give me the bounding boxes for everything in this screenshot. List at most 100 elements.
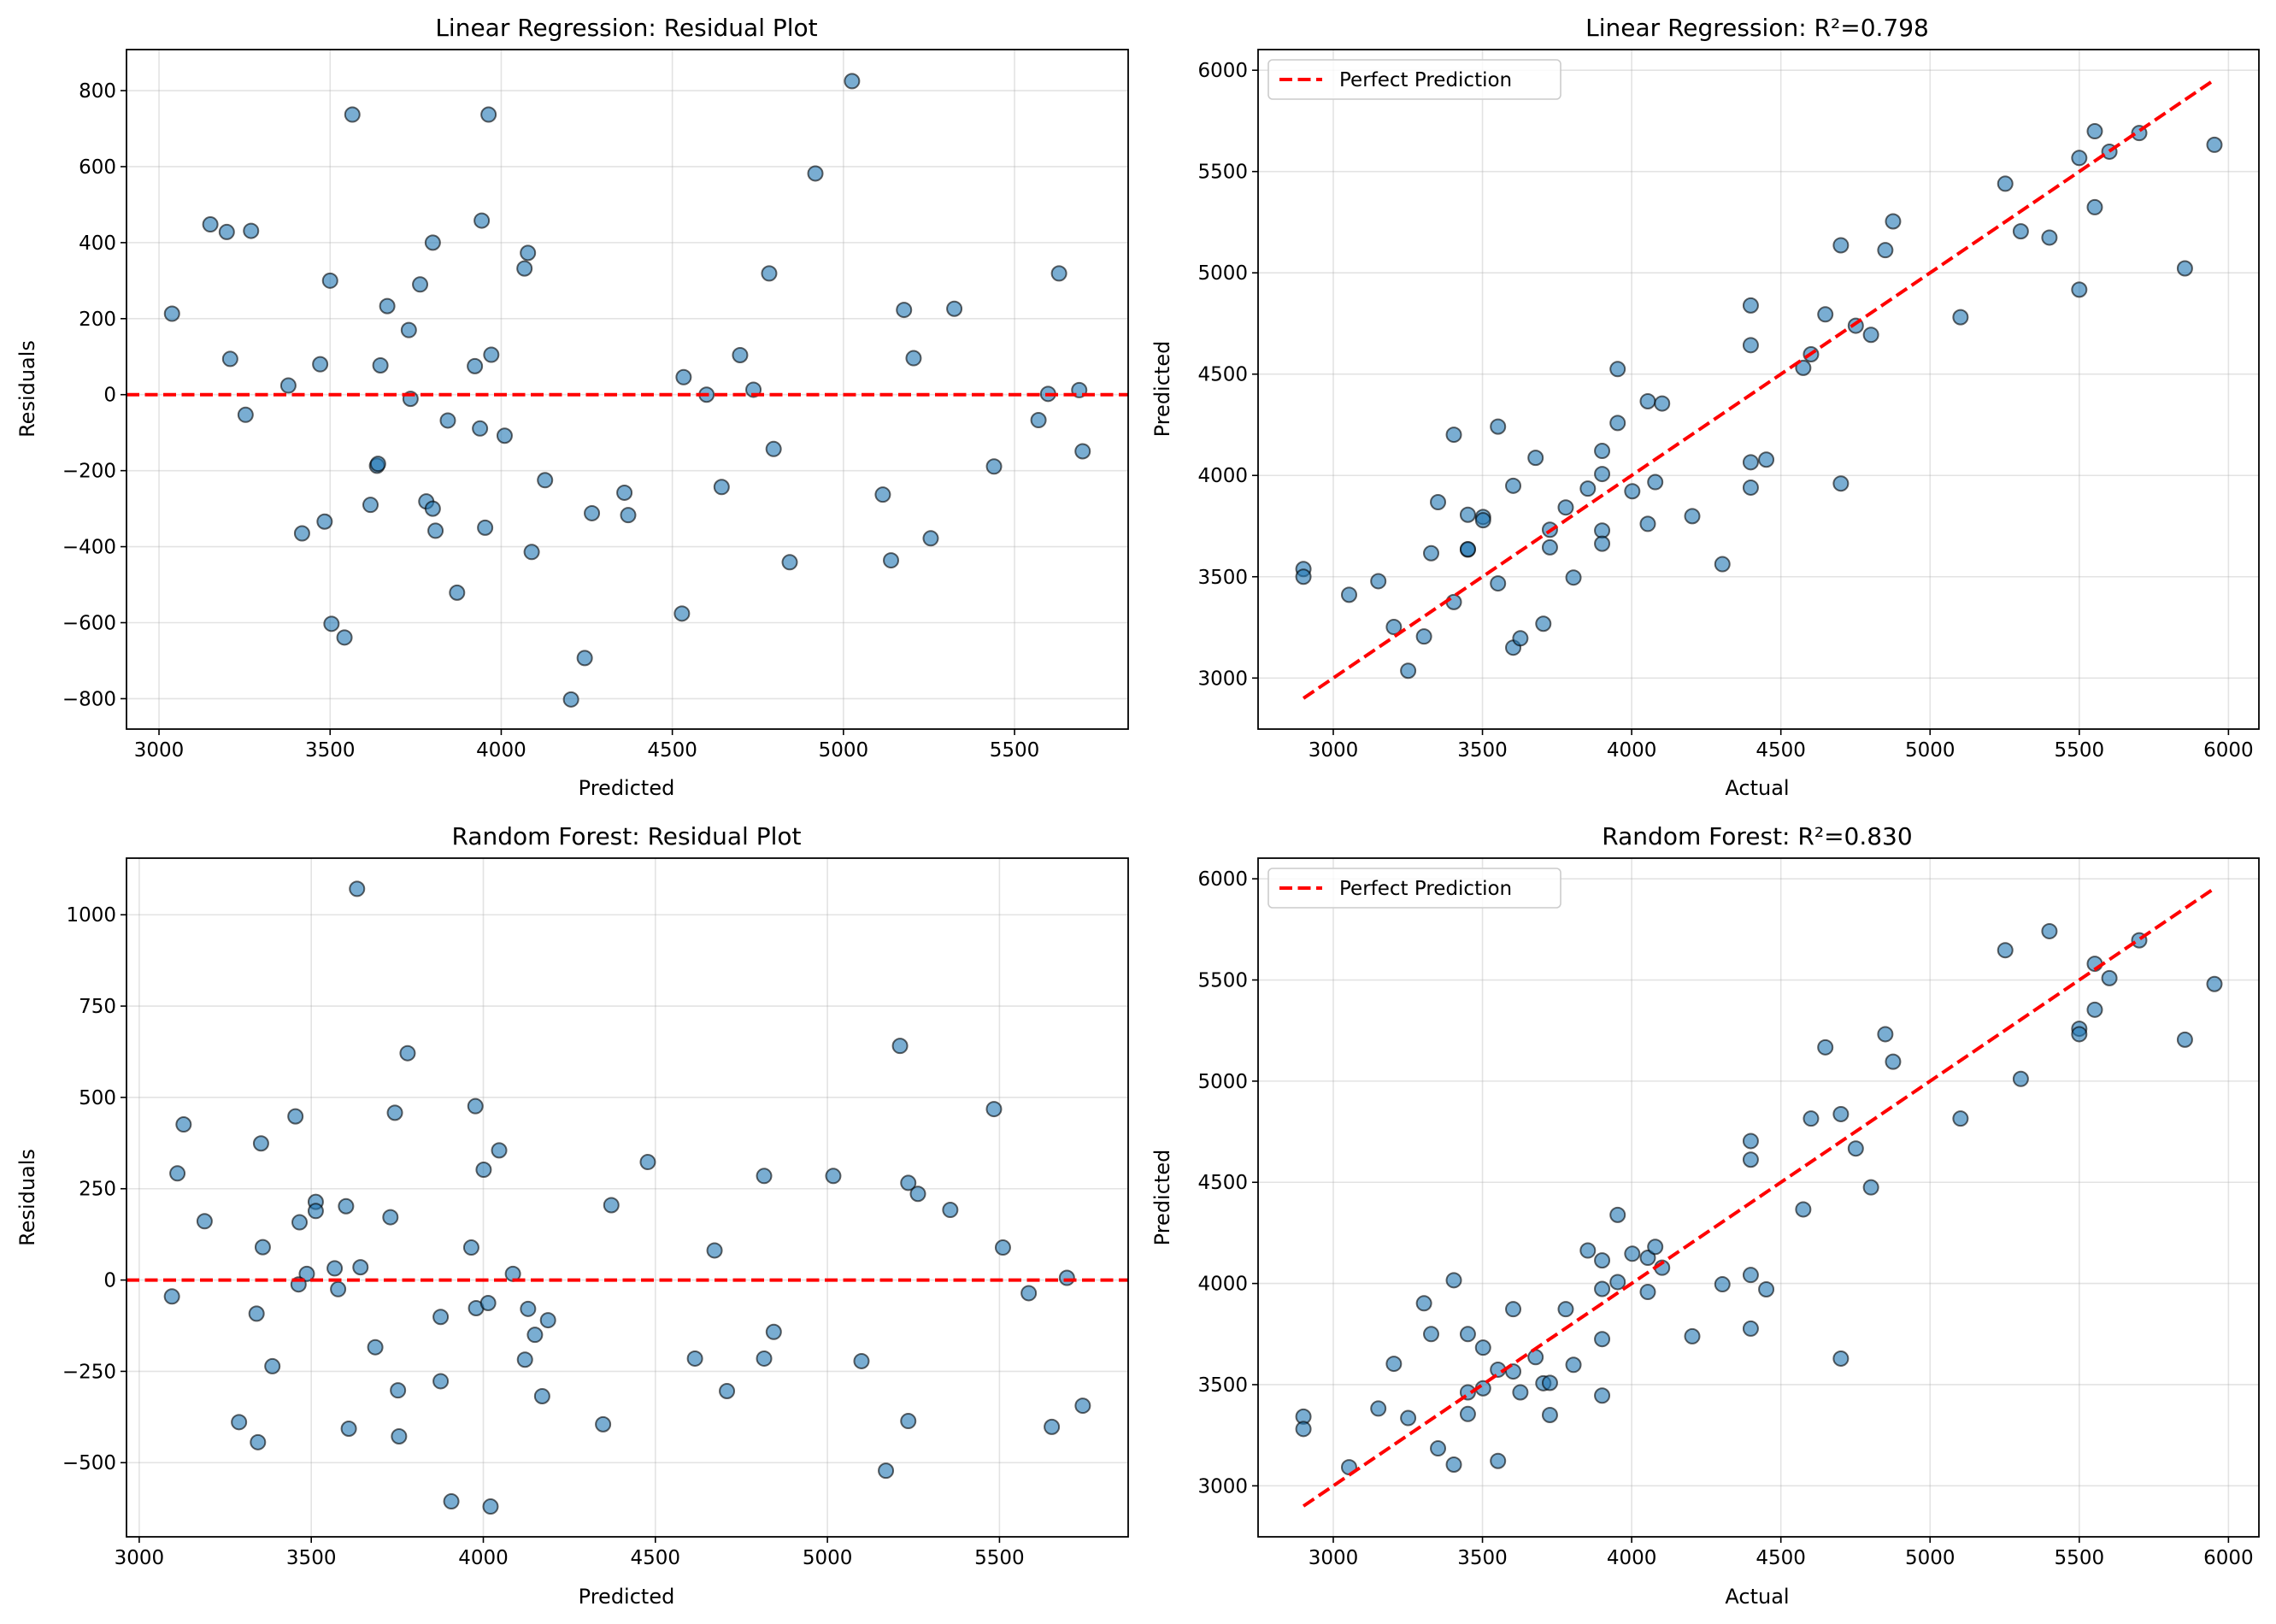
data-point (1684, 1327, 1701, 1345)
data-point (372, 356, 389, 374)
data-point (756, 1350, 773, 1367)
data-point (321, 272, 338, 289)
chart-title: Linear Regression: R²=0.798 (1585, 14, 1929, 42)
data-point (2071, 150, 2088, 167)
data-point (1535, 615, 1552, 633)
data-point (1030, 412, 1047, 429)
data-point (1742, 479, 1759, 496)
data-point (520, 1300, 537, 1317)
data-point (1565, 569, 1582, 586)
legend-label: Perfect Prediction (1339, 69, 1512, 91)
data-point (516, 1351, 533, 1368)
data-point (1459, 1405, 1476, 1422)
chart-title: Linear Regression: Residual Plot (435, 14, 817, 42)
data-point (254, 1239, 271, 1256)
data-point (1579, 480, 1597, 497)
data-point (386, 1104, 403, 1121)
y-axis-label: Predicted (1150, 341, 1174, 438)
data-point (1639, 1284, 1656, 1301)
x-tick-label: 4500 (631, 1547, 681, 1569)
data-point (1714, 556, 1731, 573)
data-point (1459, 541, 1476, 558)
data-point (1058, 1269, 1075, 1286)
data-point (367, 1339, 384, 1356)
y-tick-label: 5000 (1197, 1071, 1248, 1093)
data-point (1295, 568, 1312, 585)
data-point (1050, 265, 1067, 282)
data-point (382, 1209, 399, 1226)
data-point (1422, 544, 1439, 562)
data-point (424, 500, 441, 517)
x-axis-label: Predicted (579, 776, 675, 800)
data-point (584, 504, 601, 521)
data-point (985, 1101, 1003, 1118)
data-point (2176, 260, 2193, 277)
data-point (399, 1044, 416, 1062)
data-point (1647, 1239, 1664, 1256)
data-point (1445, 427, 1462, 444)
data-point (298, 1265, 315, 1282)
x-tick-label: 5500 (2055, 739, 2105, 762)
data-point (883, 552, 900, 569)
data-point (1795, 1201, 1812, 1218)
data-point (781, 554, 798, 571)
data-point (1459, 1326, 1476, 1343)
data-point (1885, 1053, 1902, 1070)
data-point (390, 1382, 407, 1399)
data-point (330, 1280, 347, 1297)
data-point (603, 1197, 620, 1214)
y-tick-label: −400 (62, 537, 116, 559)
data-point (1609, 415, 1626, 432)
data-point (1594, 1387, 1611, 1404)
y-tick-label: 3500 (1197, 1374, 1248, 1397)
data-point (1415, 1295, 1432, 1312)
plot-area (1295, 79, 2223, 700)
data-point (352, 1259, 369, 1276)
data-point (1877, 1026, 1894, 1043)
data-point (1415, 628, 1432, 645)
x-tick-label: 6000 (2203, 1547, 2254, 1569)
data-point (765, 1323, 782, 1340)
subplot-forest-actual-vs-predicted: Random Forest: R²=0.830 Actual Predicted… (1150, 822, 2260, 1609)
data-point (221, 350, 238, 368)
data-point (250, 1433, 267, 1450)
legend-label: Perfect Prediction (1339, 878, 1512, 900)
data-point (480, 106, 497, 123)
data-point (218, 223, 235, 240)
data-point (2041, 922, 2058, 939)
data-point (1505, 1301, 1522, 1318)
data-point (1557, 1301, 1574, 1318)
y-tick-label: 6000 (1197, 60, 1248, 82)
data-point (946, 300, 963, 317)
data-point (496, 427, 513, 444)
y-tick-label: 0 (103, 385, 116, 407)
data-point (1647, 474, 1664, 491)
y-tick-label: −800 (62, 688, 116, 710)
axes-frame (126, 49, 1129, 730)
x-tick-label: 4500 (1756, 1547, 1806, 1569)
data-point (1862, 1179, 1879, 1196)
data-point (673, 605, 691, 622)
data-point (1490, 418, 1507, 435)
y-tick-label: 3500 (1197, 567, 1248, 589)
data-point (1541, 1374, 1558, 1392)
data-point (1639, 392, 1656, 409)
data-point (323, 615, 340, 633)
y-tick-label: 3000 (1197, 668, 1248, 690)
data-point (1430, 1440, 1447, 1457)
data-point (379, 297, 396, 315)
data-point (169, 1165, 186, 1182)
legend-box (1267, 868, 1561, 909)
data-point (562, 691, 579, 708)
data-point (1609, 1206, 1626, 1223)
data-point (443, 1493, 460, 1510)
chart-title: Random Forest: Residual Plot (451, 822, 801, 850)
data-point (1430, 494, 1447, 511)
data-point (523, 544, 540, 561)
x-tick-label: 6000 (2203, 739, 2254, 762)
y-tick-label: 4000 (1197, 465, 1248, 487)
x-tick-label: 3500 (1457, 1547, 1508, 1569)
data-point (533, 1387, 550, 1404)
y-tick-label: 200 (79, 309, 116, 331)
